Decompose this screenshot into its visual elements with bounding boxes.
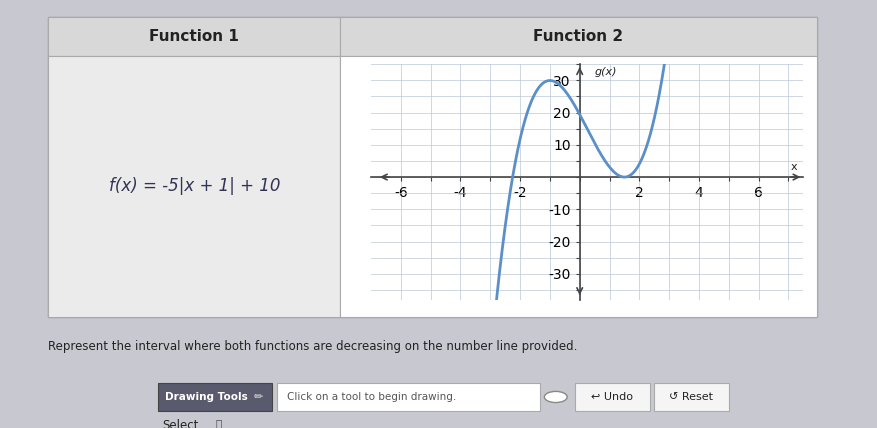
FancyBboxPatch shape	[158, 383, 272, 411]
Text: Select: Select	[162, 419, 198, 428]
Text: ✏: ✏	[253, 392, 263, 402]
FancyBboxPatch shape	[48, 17, 340, 56]
FancyBboxPatch shape	[653, 383, 728, 411]
Text: f(x) = -5|x + 1| + 10: f(x) = -5|x + 1| + 10	[109, 177, 280, 195]
Text: Drawing Tools: Drawing Tools	[164, 392, 247, 402]
Text: ↺ Reset: ↺ Reset	[668, 392, 713, 402]
FancyBboxPatch shape	[48, 17, 816, 317]
FancyBboxPatch shape	[574, 383, 649, 411]
FancyBboxPatch shape	[340, 17, 816, 56]
FancyBboxPatch shape	[48, 56, 340, 317]
Text: Function 2: Function 2	[532, 29, 623, 44]
Text: 🔍: 🔍	[215, 419, 221, 428]
Text: Click on a tool to begin drawing.: Click on a tool to begin drawing.	[287, 392, 456, 402]
Text: ↩ Undo: ↩ Undo	[591, 392, 632, 402]
Text: Function 1: Function 1	[149, 29, 239, 44]
Circle shape	[544, 391, 567, 402]
FancyBboxPatch shape	[340, 56, 816, 317]
Text: Represent the interval where both functions are decreasing on the number line pr: Represent the interval where both functi…	[48, 340, 577, 353]
FancyBboxPatch shape	[276, 383, 539, 411]
Text: g(x): g(x)	[594, 68, 617, 77]
Text: x: x	[790, 162, 797, 172]
